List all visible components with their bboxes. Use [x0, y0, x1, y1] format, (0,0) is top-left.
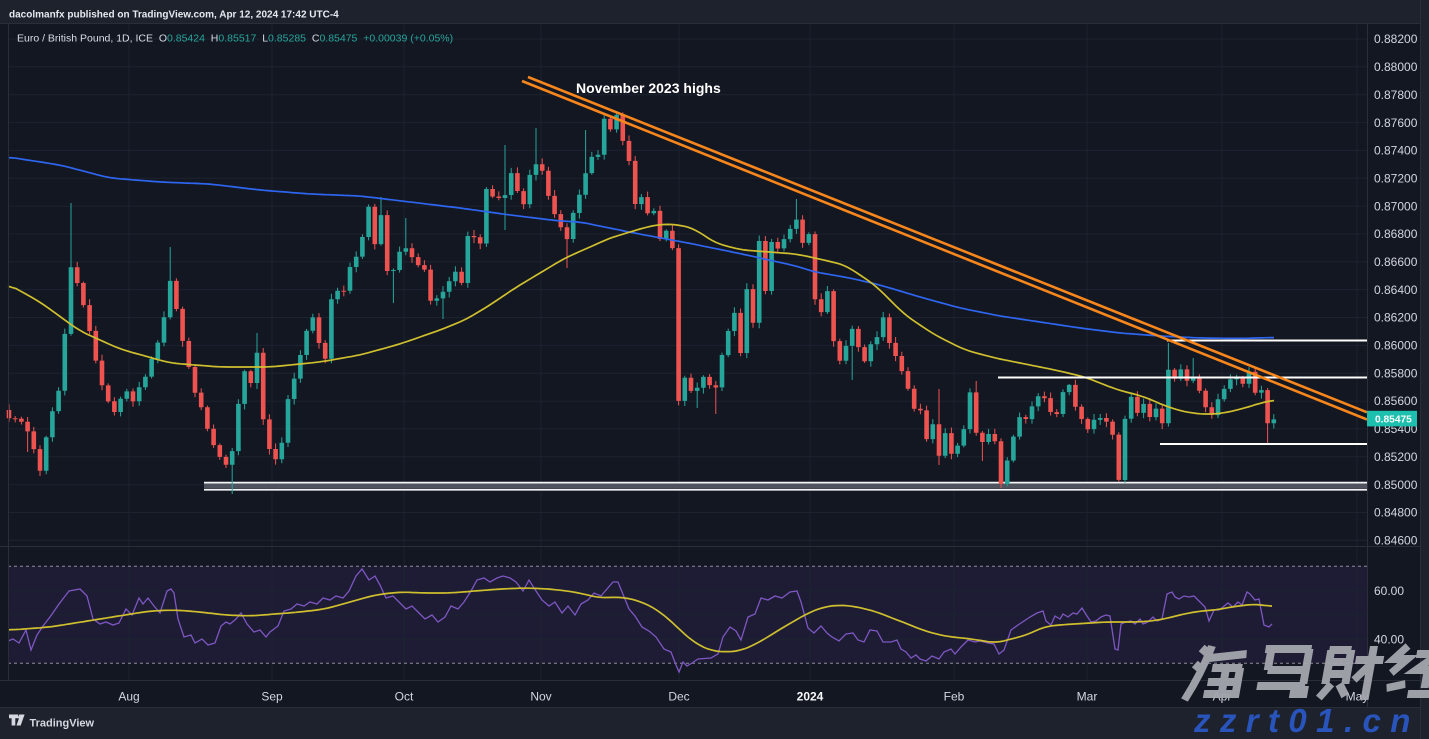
svg-text:0.87000: 0.87000 — [1374, 199, 1418, 213]
svg-text:November 2023 highs: November 2023 highs — [576, 80, 721, 96]
svg-text:0.85200: 0.85200 — [1374, 450, 1418, 464]
svg-text:Mar: Mar — [1077, 690, 1098, 704]
svg-text:0.86200: 0.86200 — [1374, 311, 1418, 325]
svg-text:0.85600: 0.85600 — [1374, 394, 1418, 408]
svg-text:Nov: Nov — [530, 690, 551, 704]
svg-text:0.84800: 0.84800 — [1374, 506, 1418, 520]
svg-text:0.85000: 0.85000 — [1374, 478, 1418, 492]
svg-text:0.87600: 0.87600 — [1374, 116, 1418, 130]
svg-text:0.85800: 0.85800 — [1374, 366, 1418, 380]
svg-text:0.84600: 0.84600 — [1374, 534, 1418, 548]
svg-text:2024: 2024 — [797, 690, 824, 704]
svg-text:0.87800: 0.87800 — [1374, 88, 1418, 102]
svg-text:TradingView: TradingView — [30, 718, 95, 730]
svg-text:Aug: Aug — [118, 690, 139, 704]
svg-text:0.86400: 0.86400 — [1374, 283, 1418, 297]
svg-text:Oct: Oct — [395, 690, 414, 704]
svg-text:Euro / British Pound, 1D, ICE: Euro / British Pound, 1D, ICE O0.85424 H… — [17, 33, 453, 45]
svg-text:Feb: Feb — [944, 690, 965, 704]
svg-text:40.00: 40.00 — [1374, 633, 1404, 647]
svg-text:60.00: 60.00 — [1374, 584, 1404, 598]
svg-text:0.87200: 0.87200 — [1374, 171, 1418, 185]
svg-text:0.87400: 0.87400 — [1374, 144, 1418, 158]
svg-text:0.86600: 0.86600 — [1374, 255, 1418, 269]
svg-text:zzrt01.cn: zzrt01.cn — [1193, 702, 1420, 739]
svg-text:0.88000: 0.88000 — [1374, 60, 1418, 74]
svg-text:0.86000: 0.86000 — [1374, 339, 1418, 353]
svg-text:0.88200: 0.88200 — [1374, 32, 1418, 46]
svg-text:0.86800: 0.86800 — [1374, 227, 1418, 241]
svg-text:0.85475: 0.85475 — [1375, 415, 1412, 426]
svg-text:Dec: Dec — [668, 690, 689, 704]
svg-text:dacolmanfx published on Tradin: dacolmanfx published on TradingView.com,… — [9, 10, 339, 21]
svg-text:Sep: Sep — [261, 690, 283, 704]
